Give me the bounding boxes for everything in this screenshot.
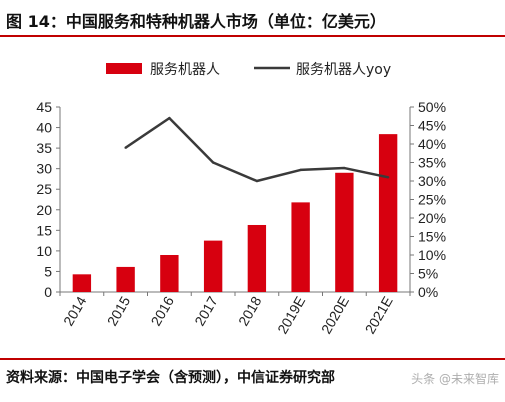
yoy-point-2020E [343,166,346,170]
yoy-point-2019E [299,168,302,172]
source-note: 资料来源：中国电子学会（含预测），中信证券研究部 [6,370,335,386]
y-left-tick-label: 30 [36,161,52,177]
y-right-tick-label: 45% [418,118,446,134]
y-left-tick-label: 15 [36,222,52,238]
y-right-tick-label: 30% [418,173,446,189]
y-right-tick-label: 5% [418,266,438,282]
y-right-tick-label: 40% [418,136,446,152]
chart-legend: 服务机器人 服务机器人yoy [106,62,391,78]
x-tick-label: 2019E [274,294,308,337]
y-right-tick-label: 35% [418,155,446,171]
y-right-tick-label: 10% [418,247,446,263]
yoy-line [124,116,389,183]
y-right-tick-label: 50% [418,99,446,115]
bar-2021E [378,134,398,292]
y-left-tick-label: 45 [36,99,52,115]
source-divider [0,358,505,360]
x-tick-label: 2015 [104,293,134,328]
bar-2015 [116,266,135,292]
y-left-tick-label: 0 [44,284,52,300]
chart-axes [56,106,414,296]
line-series [124,116,390,183]
y-left-tick-label: 35 [36,140,52,156]
figure-title: 图 14：中国服务和特种机器人市场（单位：亿美元） [6,12,386,31]
watermark: 头条 @未来智库 [411,372,499,386]
x-tick-label: 2014 [60,293,90,328]
x-tick-label: 2016 [148,293,178,328]
y-right-tick-label: 0% [418,284,438,300]
bar-2016 [160,255,179,292]
y-right-tick-label: 25% [418,192,446,208]
yoy-point-2016 [168,116,171,120]
x-tick-label: 2017 [191,293,221,328]
x-tick-label: 2018 [235,293,265,328]
bar-2018 [247,224,267,292]
yoy-point-2018 [255,179,259,183]
y-left-tick-label: 20 [36,202,52,218]
bar-2017 [203,240,223,292]
y-left-tick-label: 10 [36,243,52,259]
title-divider [0,35,505,37]
bar-series [72,134,398,292]
bar-2019E [291,202,310,292]
legend-label-line: 服务机器人yoy [296,62,391,78]
y-left-tick-label: 40 [36,120,52,136]
bar-2020E [335,172,354,292]
yoy-point-2015 [124,146,127,149]
x-tick-label: 2020E [318,294,352,337]
legend-swatch-bar [106,63,142,74]
market-chart: 服务机器人 服务机器人yoy 0 5 10 15 20 25 30 35 40 45 0% 5% 10%… [36,62,446,337]
y-right-tick-label: 20% [418,210,446,226]
y-left-tick-label: 5 [44,263,52,279]
x-tick-label: 2021E [362,294,396,337]
yoy-point-2017 [211,161,215,164]
y-left-tick-label: 25 [36,181,52,197]
y-right-tick-label: 15% [418,229,446,245]
bar-2014 [72,274,92,292]
legend-label-bar: 服务机器人 [150,62,220,78]
yoy-point-2021E [386,176,390,179]
